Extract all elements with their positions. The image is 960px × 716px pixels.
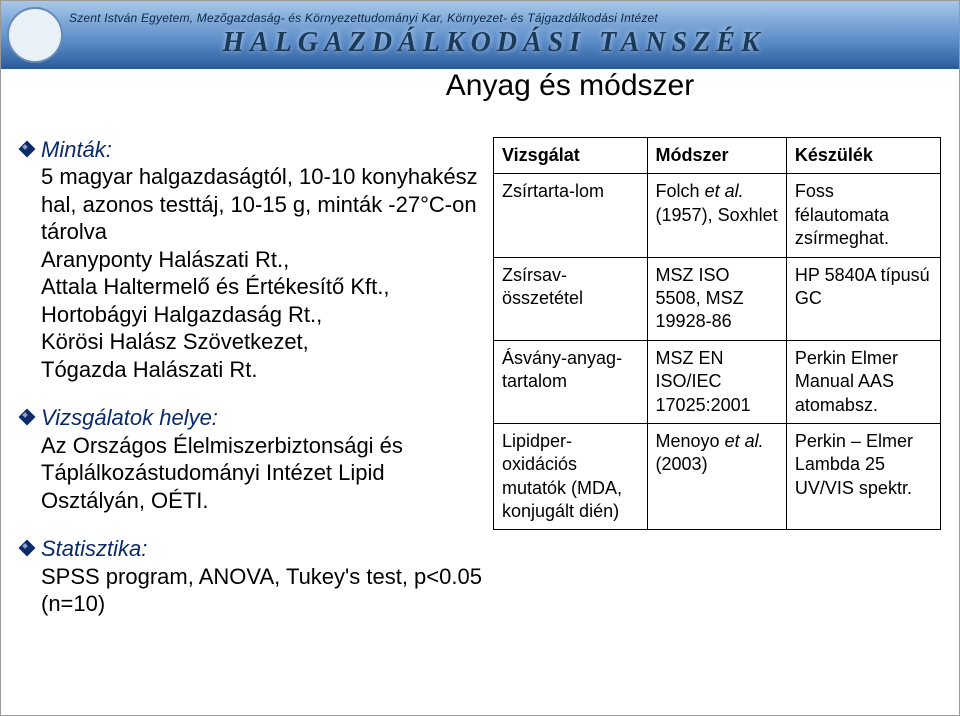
diamond-icon bbox=[19, 409, 35, 425]
col-header: Vizsgálat bbox=[494, 138, 648, 174]
sub-list: Aranyponty Halászati Rt., Attala Halterm… bbox=[41, 246, 485, 384]
cell-method: MSZ ISO 5508, MSZ 19928-86 bbox=[647, 257, 786, 340]
cell-device: Perkin Elmer Manual AAS atomabsz. bbox=[786, 340, 940, 423]
header-text: Szent István Egyetem, Mezőgazdaság- és K… bbox=[69, 11, 959, 59]
cell-device: Perkin – Elmer Lambda 25 UV/VIS spektr. bbox=[786, 423, 940, 530]
sub-item: Attala Haltermelő és Értékesítő Kft., bbox=[41, 273, 485, 301]
bullet-head: Vizsgálatok helye: bbox=[19, 405, 485, 431]
bullet-title: Vizsgálatok helye: bbox=[41, 405, 218, 431]
bullet-title: Statisztika: bbox=[41, 536, 147, 561]
main-content: Minták: 5 magyar halgazdaságtól, 10-10 k… bbox=[1, 125, 959, 640]
cell-device: HP 5840A típusú GC bbox=[786, 257, 940, 340]
bullet-body: Az Országos Élelmiszerbiztonsági és Tápl… bbox=[41, 432, 485, 515]
diamond-icon bbox=[19, 141, 35, 157]
header-subtitle: Szent István Egyetem, Mezőgazdaság- és K… bbox=[69, 11, 959, 25]
sub-item: Hortobágyi Halgazdaság Rt., bbox=[41, 301, 485, 329]
table-header-row: Vizsgálat Módszer Készülék bbox=[494, 138, 941, 174]
diamond-icon bbox=[19, 540, 35, 556]
table-row: Lipidper-oxidációs mutatók (MDA, konjugá… bbox=[494, 423, 941, 530]
header-title: HALGAZDÁLKODÁSI TANSZÉK bbox=[69, 27, 959, 59]
left-column: Minták: 5 magyar halgazdaságtól, 10-10 k… bbox=[19, 137, 485, 640]
col-header: Módszer bbox=[647, 138, 786, 174]
bullet-head: Minták: bbox=[19, 137, 485, 163]
university-logo bbox=[7, 7, 63, 63]
bullet-block-location: Vizsgálatok helye: Az Országos Élelmisze… bbox=[19, 405, 485, 514]
cell-examination: Zsírtarta-lom bbox=[494, 174, 648, 257]
cell-method: Folch et al. (1957), Soxhlet bbox=[647, 174, 786, 257]
sub-item: Aranyponty Halászati Rt., bbox=[41, 246, 485, 274]
section-title: Anyag és módszer bbox=[181, 69, 959, 103]
bullet-inline-wrap: Statisztika: SPSS program, ANOVA, Tukey'… bbox=[41, 536, 485, 617]
bullet-body: SPSS program, ANOVA, Tukey's test, p<0.0… bbox=[41, 564, 482, 617]
methods-table: Vizsgálat Módszer Készülék Zsírtarta-lom… bbox=[493, 137, 941, 530]
cell-examination: Lipidper-oxidációs mutatók (MDA, konjugá… bbox=[494, 423, 648, 530]
table-row: Zsírsav-összetétel MSZ ISO 5508, MSZ 199… bbox=[494, 257, 941, 340]
sub-item: Tógazda Halászati Rt. bbox=[41, 356, 485, 384]
bullet-block-samples: Minták: 5 magyar halgazdaságtól, 10-10 k… bbox=[19, 137, 485, 383]
table-row: Ásvány-anyag-tartalom MSZ EN ISO/IEC 170… bbox=[494, 340, 941, 423]
bullet-body: 5 magyar halgazdaságtól, 10-10 konyhakés… bbox=[41, 163, 485, 246]
cell-device: Foss félautomata zsírmeghat. bbox=[786, 174, 940, 257]
bullet-title: Minták: bbox=[41, 137, 112, 163]
sub-item: Körösi Halász Szövetkezet, bbox=[41, 328, 485, 356]
cell-method: Menoyo et al. (2003) bbox=[647, 423, 786, 530]
bullet-head: Statisztika: SPSS program, ANOVA, Tukey'… bbox=[19, 536, 485, 617]
bullet-block-statistics: Statisztika: SPSS program, ANOVA, Tukey'… bbox=[19, 536, 485, 617]
right-column: Vizsgálat Módszer Készülék Zsírtarta-lom… bbox=[493, 137, 941, 640]
page-header: Szent István Egyetem, Mezőgazdaság- és K… bbox=[1, 1, 959, 69]
cell-examination: Zsírsav-összetétel bbox=[494, 257, 648, 340]
table-row: Zsírtarta-lom Folch et al. (1957), Soxhl… bbox=[494, 174, 941, 257]
col-header: Készülék bbox=[786, 138, 940, 174]
cell-method: MSZ EN ISO/IEC 17025:2001 bbox=[647, 340, 786, 423]
cell-examination: Ásvány-anyag-tartalom bbox=[494, 340, 648, 423]
